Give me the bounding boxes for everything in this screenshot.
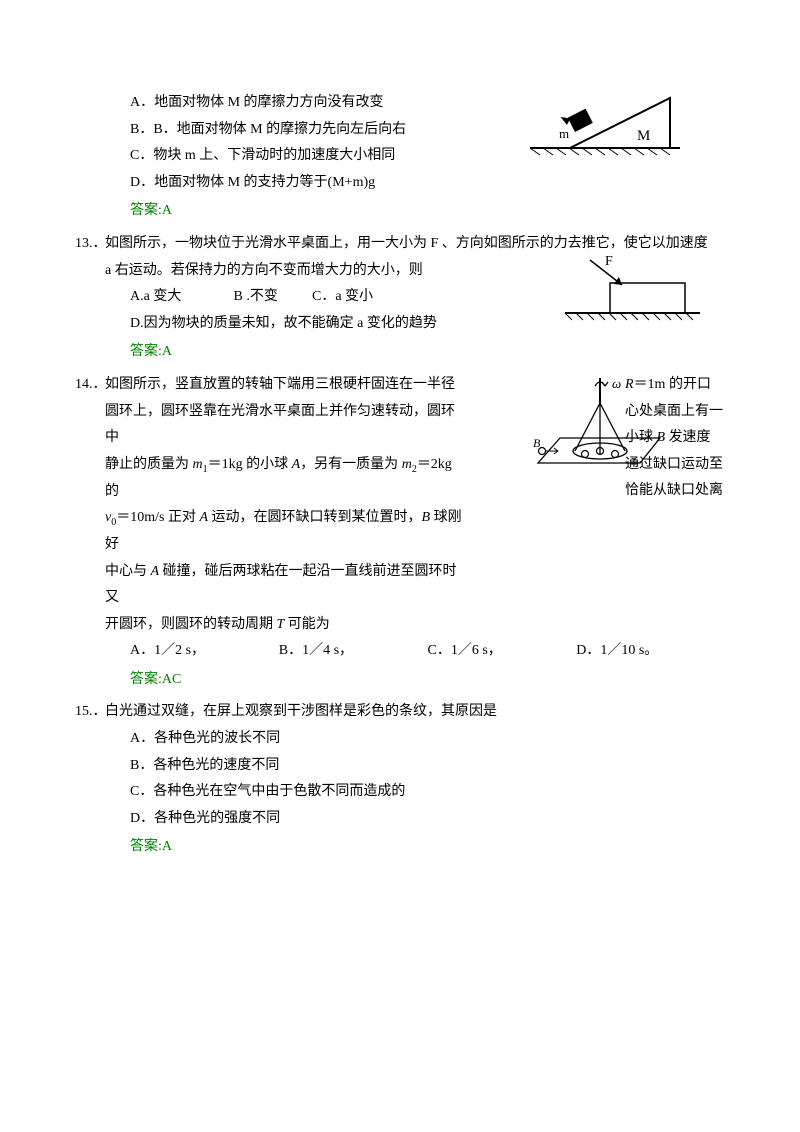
q14-num: 14.． <box>75 372 105 399</box>
q12-M-label: M <box>637 128 650 144</box>
q13-optA: A.a 变大 <box>130 284 230 311</box>
q12-figure: m M <box>525 90 685 160</box>
q14-optA: A．1／2 s， <box>130 638 279 665</box>
q15-optA: A．各种色光的波长不同 <box>130 726 725 753</box>
q12-m-label: m <box>559 126 569 141</box>
q15-stem: 白光通过双缝，在屏上观察到干涉图样是彩色的条纹，其原因是 <box>105 699 497 726</box>
q13-F-label: F <box>605 255 613 269</box>
q15-answer: 答案:A <box>130 834 725 861</box>
q13-answer: 答案:A <box>130 339 725 366</box>
q15-optD: D．各种色光的强度不同 <box>130 806 725 833</box>
q15-num: 15.． <box>75 699 105 726</box>
q15-optB: B．各种色光的速度不同 <box>130 753 725 780</box>
q14-l1a: 如图所示，竖直放置的转轴下端用三根硬杆固连在一半径 <box>105 372 455 399</box>
q12-optD: D．地面对物体 M 的支持力等于(M+m)g <box>130 170 725 197</box>
q13-optC: C．a 变小 <box>312 284 412 311</box>
q14-omega: ω <box>612 376 621 391</box>
q12-answer: 答案:A <box>130 198 725 225</box>
q15: 15.． 白光通过双缝，在屏上观察到干涉图样是彩色的条纹，其原因是 A．各种色光… <box>75 699 725 832</box>
q14-opts: A．1／2 s， B．1／4 s， C．1／6 s， D．1／10 s。 <box>130 638 725 665</box>
q13-stem1: 如图所示，一物块位于光滑水平桌面上，用一大小为 F 、方向如图所示的力去推它，使… <box>105 231 725 258</box>
q13-figure: F <box>560 255 705 327</box>
q14-l3a: 静止的质量为 m1＝1kg 的小球 A，另有一质量为 m2＝2kg 的 <box>105 452 465 505</box>
q14-B-label: B <box>533 436 541 450</box>
q14-l2a: 圆环上，圆环竖靠在光滑水平桌面上并作匀速转动，圆环中 <box>105 399 465 452</box>
q14-l4a: v0＝10m/s 正对 A 运动，在圆环缺口转到某位置时，B 球刚好 <box>105 505 465 558</box>
q14-l6: 开圆环，则圆环的转动周期 T 可能为 <box>105 612 465 639</box>
q14-figure: ω B <box>530 368 670 488</box>
q14-optD: D．1／10 s。 <box>576 638 725 665</box>
q13-optB: B .不变 <box>234 284 309 311</box>
q14-optB: B．1／4 s， <box>279 638 428 665</box>
q14-optC: C．1／6 s， <box>428 638 577 665</box>
q15-optC: C．各种色光在空气中由于色散不同而造成的 <box>130 779 725 806</box>
q12-options: A．地面对物体 M 的摩擦力方向没有改变 B．B．地面对物体 M 的摩擦力先向左… <box>130 90 725 196</box>
q14-l5a: 中心与 A 碰撞，碰后两球粘在一起沿一直线前进至圆环时又 <box>105 559 465 612</box>
q14-answer: 答案:AC <box>130 667 725 694</box>
q13-num: 13.． <box>75 231 105 258</box>
